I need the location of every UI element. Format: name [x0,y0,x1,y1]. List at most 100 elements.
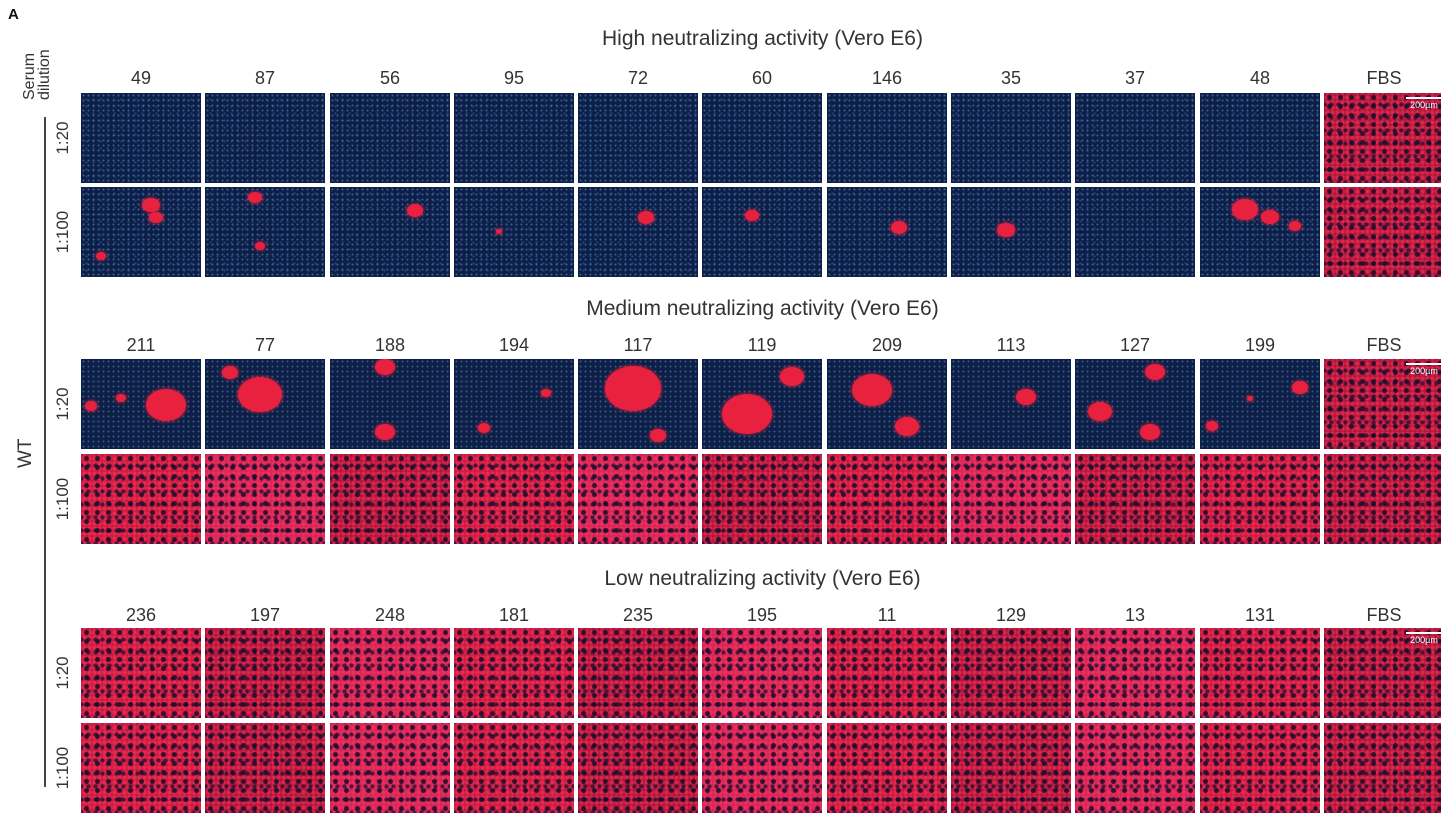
column-label: 131 [1244,605,1276,625]
micrograph-tile [1200,454,1320,544]
row-label-dilution: 1:100 [53,477,72,521]
micrograph-tile: 200µm [1324,93,1441,183]
column-label: 113 [996,335,1026,355]
column-label: 127 [1119,335,1151,355]
infection-focus [146,389,186,421]
infection-focus [638,211,654,224]
micrograph-tile [578,359,698,449]
infection-focus [85,401,97,411]
micrograph-tile [702,359,822,449]
infection-focus [1206,421,1218,431]
row-label-dilution: 1:20 [53,387,72,421]
column-label: 95 [503,68,525,88]
column-label: 87 [254,68,276,88]
infection-focus [1292,381,1308,394]
infection-focus [1088,402,1112,422]
column-label: 181 [498,605,530,625]
scale-bar: 200µm [1404,363,1441,376]
micrograph-tile [454,359,574,449]
infection-focus [1232,199,1258,220]
column-label: 72 [627,68,649,88]
micrograph-tile [1075,628,1195,718]
infection-focus [496,229,502,234]
micrograph-tile [827,93,947,183]
strain-bracket-line [44,117,46,787]
micrograph-tile [330,93,450,183]
infection-focus [605,366,661,411]
infection-focus [895,417,919,437]
column-label: 188 [374,335,406,355]
micrograph-tile [702,93,822,183]
micrograph-tile [205,723,325,813]
micrograph-tile [1324,454,1441,544]
micrograph-tile [702,628,822,718]
infection-focus [722,394,772,434]
panel-letter: A [8,6,19,23]
micrograph-tile [951,359,1071,449]
micrograph-tile [81,723,201,813]
column-label: 129 [995,605,1027,625]
column-label: FBS [1366,605,1402,625]
row-label-dilution: 1:100 [53,746,72,790]
column-label: 197 [249,605,281,625]
column-label: 119 [747,335,777,355]
infection-focus [1145,364,1165,380]
column-label: 211 [126,335,156,355]
column-label: 60 [751,68,773,88]
section-title: Medium neutralizing activity (Vero E6) [586,297,939,320]
micrograph-tile [827,454,947,544]
micrograph-tile [578,628,698,718]
infection-focus [407,204,423,217]
column-label: 195 [746,605,778,625]
micrograph-tile [454,628,574,718]
infection-focus [891,221,907,234]
micrograph-tile [205,93,325,183]
micrograph-tile [205,628,325,718]
micrograph-tile [1075,723,1195,813]
micrograph-tile [330,454,450,544]
micrograph-tile [330,187,450,277]
micrograph-tile: 200µm [1324,628,1441,718]
micrograph-tile [81,359,201,449]
micrograph-tile [1200,187,1320,277]
column-label: 194 [498,335,530,355]
micrograph-tile [702,454,822,544]
micrograph-tile [1075,187,1195,277]
micrograph-tile [1075,359,1195,449]
column-label: 117 [623,335,653,355]
micrograph-tile [578,723,698,813]
serum-dilution-label: Serum dilution [21,49,53,100]
micrograph-tile [81,187,201,277]
micrograph-tile [951,187,1071,277]
row-label-dilution: 1:100 [53,210,72,254]
infection-focus [238,377,282,413]
infection-focus [650,429,666,442]
scale-bar: 200µm [1404,97,1441,110]
infection-focus [1261,210,1279,225]
column-label: 48 [1249,68,1271,88]
infection-focus [1140,424,1160,440]
infection-focus [375,359,395,375]
micrograph-tile [827,628,947,718]
micrograph-tile [702,723,822,813]
section-title: High neutralizing activity (Vero E6) [602,27,923,50]
micrograph-tile [827,359,947,449]
column-label: 209 [871,335,903,355]
micrograph-tile [951,93,1071,183]
column-label: FBS [1366,335,1402,355]
micrograph-tile [205,359,325,449]
micrograph-tile [702,187,822,277]
micrograph-tile [205,187,325,277]
micrograph-tile [1200,628,1320,718]
infection-focus [142,198,160,213]
infection-focus [1289,221,1301,231]
micrograph-tile [330,723,450,813]
micrograph-tile [454,187,574,277]
micrograph-tile [578,187,698,277]
micrograph-tile [1200,723,1320,813]
column-label: 146 [871,68,903,88]
section-title: Low neutralizing activity (Vero E6) [604,567,921,590]
micrograph-tile [1075,93,1195,183]
infection-focus [1247,396,1253,401]
micrograph-tile [1200,93,1320,183]
